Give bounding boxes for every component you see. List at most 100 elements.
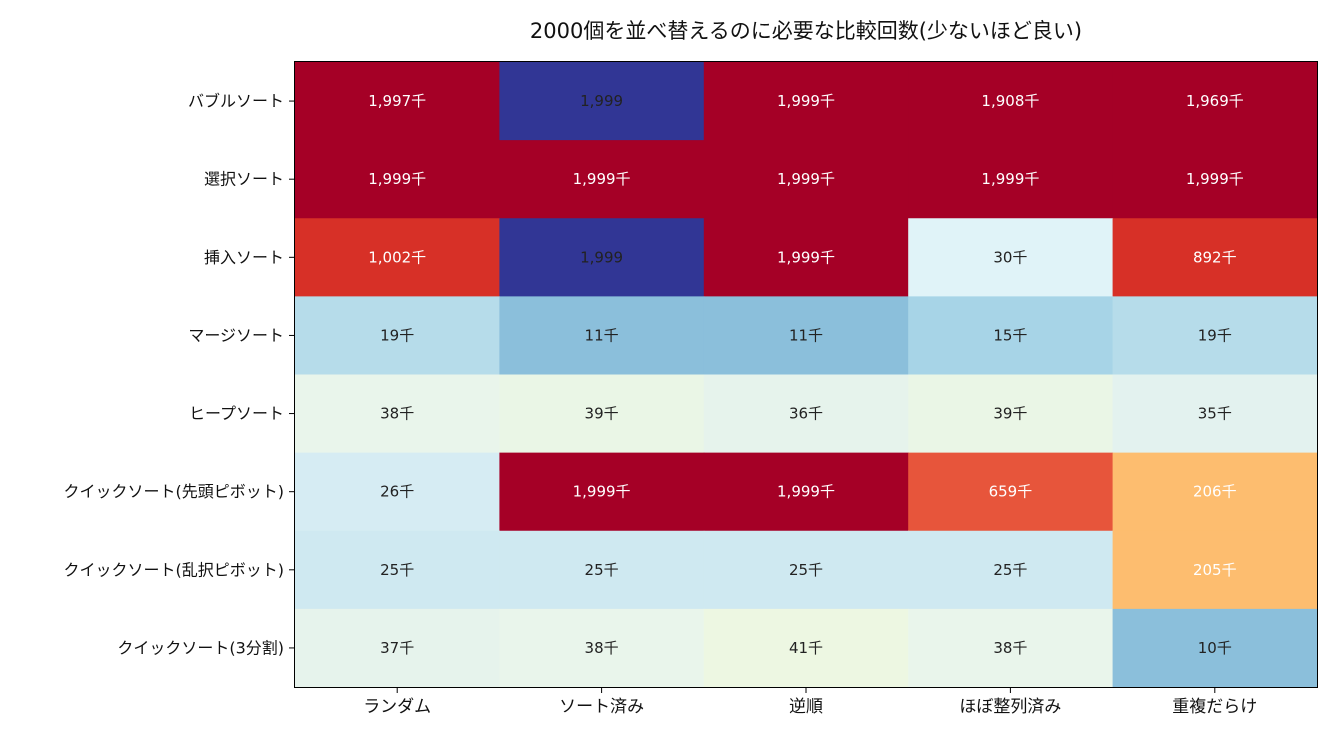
cell-value-label: 15千 bbox=[993, 326, 1027, 344]
heatmap-cell bbox=[703, 530, 909, 610]
heatmap-cell bbox=[1112, 62, 1318, 141]
cell-value-label: 25千 bbox=[380, 561, 414, 579]
cell-value-label: 25千 bbox=[585, 561, 619, 579]
chart-title: 2000個を並べ替えるのに必要な比較回数(少ないほど良い) bbox=[530, 19, 1082, 43]
heatmap-cell-labels: 1,997千 1,999 1,999千 1,908千 1,969千 1,999千 1,999… bbox=[368, 92, 1244, 657]
heatmap-cell bbox=[1112, 218, 1318, 297]
heatmap-cell bbox=[295, 296, 500, 375]
heatmap-cell bbox=[908, 530, 1114, 610]
cell-value-label: 659千 bbox=[989, 483, 1033, 501]
heatmap-cell bbox=[908, 140, 1114, 219]
heatmap-cell bbox=[703, 62, 909, 141]
x-tick-label: ランダム bbox=[363, 697, 431, 717]
cell-value-label: 1,999千 bbox=[573, 170, 631, 188]
cell-value-label: 1,999千 bbox=[777, 92, 835, 110]
cell-value-label: 25千 bbox=[993, 561, 1027, 579]
cell-value-label: 1,999千 bbox=[777, 483, 835, 501]
y-tick-label: クイックソート(3分割) bbox=[117, 638, 284, 657]
y-tick-label: クイックソート(先頭ピボット) bbox=[64, 482, 285, 501]
cell-value-label: 1,002千 bbox=[368, 248, 426, 266]
heatmap-cell bbox=[908, 218, 1114, 297]
cell-value-label: 1,999千 bbox=[777, 248, 835, 266]
heatmap-cell bbox=[295, 608, 500, 688]
cell-value-label: 35千 bbox=[1198, 405, 1232, 423]
heatmap-cell bbox=[908, 296, 1114, 375]
x-tick-label: 逆順 bbox=[789, 697, 823, 717]
heatmap-cell bbox=[703, 296, 909, 375]
heatmap-cell bbox=[295, 62, 500, 141]
cell-value-label: 39千 bbox=[585, 405, 619, 423]
cell-value-label: 38千 bbox=[585, 639, 619, 657]
cell-value-label: 11千 bbox=[789, 326, 823, 344]
heatmap-cell bbox=[1112, 374, 1318, 454]
heatmap-cell bbox=[703, 218, 909, 297]
cell-value-label: 1,999千 bbox=[573, 483, 631, 501]
cell-value-label: 38千 bbox=[380, 405, 414, 423]
cell-value-label: 206千 bbox=[1193, 483, 1237, 501]
heatmap-cell bbox=[499, 608, 705, 688]
heatmap-cell bbox=[703, 452, 909, 532]
heatmap-cell bbox=[1112, 296, 1318, 375]
x-axis: ランダム ソート済み 逆順 ほぼ整列済み 重複だらけ bbox=[363, 687, 1257, 717]
cell-value-label: 11千 bbox=[585, 326, 619, 344]
cell-value-label: 1,999 bbox=[580, 92, 623, 110]
x-tick-label: 重複だらけ bbox=[1172, 697, 1257, 717]
cell-value-label: 38千 bbox=[993, 639, 1027, 657]
heatmap-cell bbox=[499, 530, 705, 610]
heatmap-cell bbox=[499, 452, 705, 532]
cell-value-label: 10千 bbox=[1198, 639, 1232, 657]
x-tick-label: ほぼ整列済み bbox=[959, 697, 1061, 717]
heatmap-cell bbox=[295, 374, 500, 454]
cell-value-label: 1,999千 bbox=[777, 170, 835, 188]
heatmap-cell bbox=[295, 140, 500, 219]
y-tick-label: クイックソート(乱択ピボット) bbox=[64, 560, 285, 579]
cell-value-label: 19千 bbox=[1198, 326, 1232, 344]
cell-value-label: 1,999 bbox=[580, 248, 623, 266]
cell-value-label: 1,908千 bbox=[981, 92, 1039, 110]
cell-value-label: 41千 bbox=[789, 639, 823, 657]
cell-value-label: 30千 bbox=[993, 248, 1027, 266]
heatmap-cell bbox=[908, 374, 1114, 454]
heatmap-cell bbox=[703, 374, 909, 454]
y-tick-label: 挿入ソート bbox=[204, 248, 284, 267]
heatmap-cell bbox=[1112, 452, 1318, 532]
y-tick-label: バブルソート bbox=[188, 92, 284, 111]
cell-value-label: 25千 bbox=[789, 561, 823, 579]
heatmap-cells bbox=[295, 62, 1318, 688]
cell-value-label: 1,969千 bbox=[1186, 92, 1244, 110]
cell-value-label: 1,999千 bbox=[981, 170, 1039, 188]
y-axis: バブルソート選択ソート挿入ソートマージソートヒープソートクイックソート(先頭ピボ… bbox=[64, 92, 295, 657]
y-tick-label: マージソート bbox=[188, 326, 284, 345]
cell-value-label: 205千 bbox=[1193, 561, 1237, 579]
cell-value-label: 37千 bbox=[380, 639, 414, 657]
heatmap-cell bbox=[908, 452, 1114, 532]
heatmap-cell bbox=[1112, 608, 1318, 688]
heatmap-cell bbox=[499, 62, 705, 141]
heatmap-cell bbox=[908, 608, 1114, 688]
heatmap-cell bbox=[703, 608, 909, 688]
cell-value-label: 1,999千 bbox=[368, 170, 426, 188]
cell-value-label: 892千 bbox=[1193, 248, 1237, 266]
cell-value-label: 26千 bbox=[380, 483, 414, 501]
heatmap-cell bbox=[499, 140, 705, 219]
heatmap-cell bbox=[499, 374, 705, 454]
heatmap-cell bbox=[499, 296, 705, 375]
heatmap-cell bbox=[295, 452, 500, 532]
heatmap-cell bbox=[499, 218, 705, 297]
cell-value-label: 1,999千 bbox=[1186, 170, 1244, 188]
y-tick-label: 選択ソート bbox=[204, 170, 284, 189]
x-tick-label: ソート済み bbox=[559, 697, 644, 717]
cell-value-label: 36千 bbox=[789, 405, 823, 423]
heatmap-cell bbox=[295, 530, 500, 610]
plot-frame bbox=[294, 61, 1318, 688]
y-tick-label: ヒープソート bbox=[189, 404, 284, 423]
cell-value-label: 1,997千 bbox=[368, 92, 426, 110]
heatmap-cell bbox=[295, 218, 500, 297]
heatmap-cell bbox=[1112, 530, 1318, 610]
heatmap-cell bbox=[1112, 140, 1318, 219]
cell-value-label: 19千 bbox=[380, 326, 414, 344]
heatmap-cell bbox=[908, 62, 1114, 141]
heatmap-cell bbox=[703, 140, 909, 219]
cell-value-label: 39千 bbox=[993, 405, 1027, 423]
